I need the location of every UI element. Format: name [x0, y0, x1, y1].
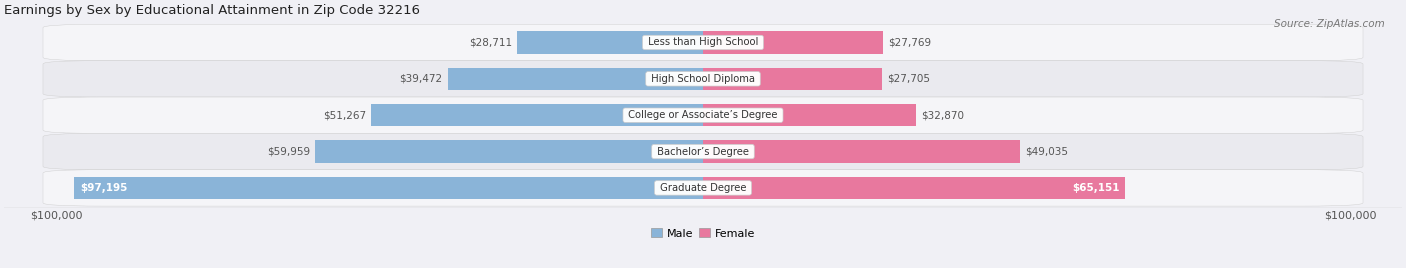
Text: $39,472: $39,472 — [399, 74, 443, 84]
Text: $27,705: $27,705 — [887, 74, 931, 84]
Legend: Male, Female: Male, Female — [647, 224, 759, 243]
Text: Graduate Degree: Graduate Degree — [657, 183, 749, 193]
Text: $27,769: $27,769 — [887, 38, 931, 47]
Bar — [447, 68, 703, 90]
Text: $65,151: $65,151 — [1071, 183, 1119, 193]
Bar — [703, 177, 1125, 199]
Text: $28,711: $28,711 — [470, 38, 512, 47]
Bar — [75, 177, 703, 199]
FancyBboxPatch shape — [44, 24, 1362, 61]
Text: $49,035: $49,035 — [1025, 147, 1069, 157]
FancyBboxPatch shape — [44, 133, 1362, 170]
Bar — [703, 31, 883, 54]
FancyBboxPatch shape — [44, 170, 1362, 206]
Bar — [371, 104, 703, 126]
Text: Less than High School: Less than High School — [645, 38, 761, 47]
Text: Bachelor’s Degree: Bachelor’s Degree — [654, 147, 752, 157]
Text: $59,959: $59,959 — [267, 147, 309, 157]
Bar — [517, 31, 703, 54]
Text: $51,267: $51,267 — [323, 110, 366, 120]
Text: $32,870: $32,870 — [921, 110, 965, 120]
Bar — [315, 140, 703, 163]
Text: High School Diploma: High School Diploma — [648, 74, 758, 84]
Text: College or Associate’s Degree: College or Associate’s Degree — [626, 110, 780, 120]
Bar — [703, 140, 1021, 163]
Bar — [703, 68, 883, 90]
Bar — [703, 104, 915, 126]
FancyBboxPatch shape — [44, 61, 1362, 97]
FancyBboxPatch shape — [44, 97, 1362, 133]
Text: $97,195: $97,195 — [80, 183, 128, 193]
Text: Earnings by Sex by Educational Attainment in Zip Code 32216: Earnings by Sex by Educational Attainmen… — [4, 4, 420, 17]
Text: Source: ZipAtlas.com: Source: ZipAtlas.com — [1274, 19, 1385, 29]
